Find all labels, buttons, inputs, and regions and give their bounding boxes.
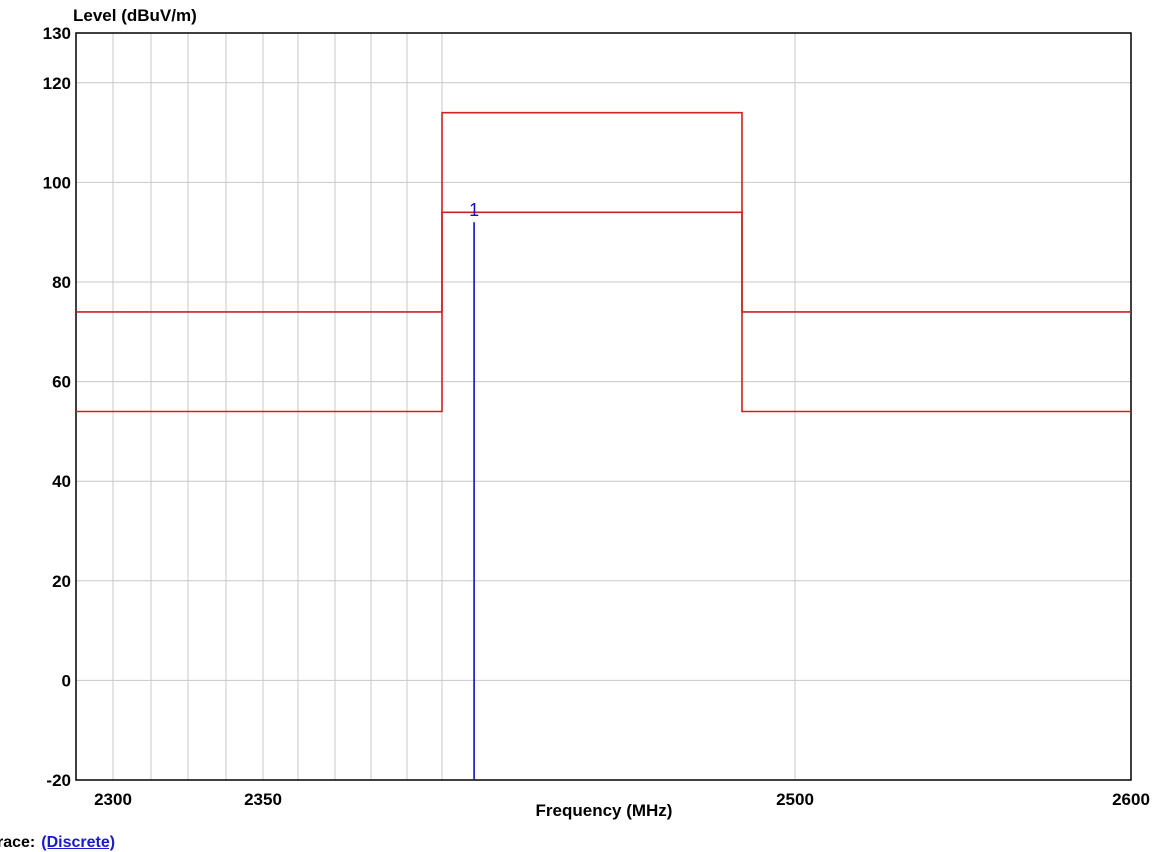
y-tick-label: 0 xyxy=(62,671,71,690)
y-axis-title: Level (dBuV/m) xyxy=(73,6,197,25)
y-tick-label: 40 xyxy=(52,472,71,491)
y-tick-label: -20 xyxy=(46,771,71,790)
markers: 1 xyxy=(469,200,479,780)
limit-line xyxy=(76,211,1131,413)
limit-lines xyxy=(76,111,1131,413)
emission-chart: -20 0 20 40 60 80 100 120 130 2300 2350 2500 2600 1… xyxy=(43,6,1150,820)
trace-mode-link[interactable]: (Discrete) xyxy=(41,834,116,851)
marker-label: 1 xyxy=(469,200,479,220)
x-tick-labels: 2300 2350 2500 2600 xyxy=(94,790,1150,809)
plot-frame xyxy=(75,32,1132,781)
x-tick-label: 2300 xyxy=(94,790,132,809)
y-tick-labels: -20 0 20 40 60 80 100 120 130 xyxy=(43,24,71,790)
x-tick-label: 2600 xyxy=(1112,790,1150,809)
trace-footer: race: (Discrete) xyxy=(0,834,115,852)
y-tick-label: 60 xyxy=(52,373,71,392)
grid-lines xyxy=(76,33,1131,780)
y-tick-label: 100 xyxy=(43,173,71,192)
y-tick-label: 20 xyxy=(52,572,71,591)
x-tick-label: 2500 xyxy=(776,790,814,809)
x-tick-label: 2350 xyxy=(244,790,282,809)
y-tick-label: 120 xyxy=(43,74,71,93)
x-axis-title: Frequency (MHz) xyxy=(536,801,673,820)
limit-line xyxy=(76,111,1131,313)
y-tick-label: 130 xyxy=(43,24,71,43)
y-tick-label: 80 xyxy=(52,273,71,292)
trace-label: race: xyxy=(0,834,36,851)
